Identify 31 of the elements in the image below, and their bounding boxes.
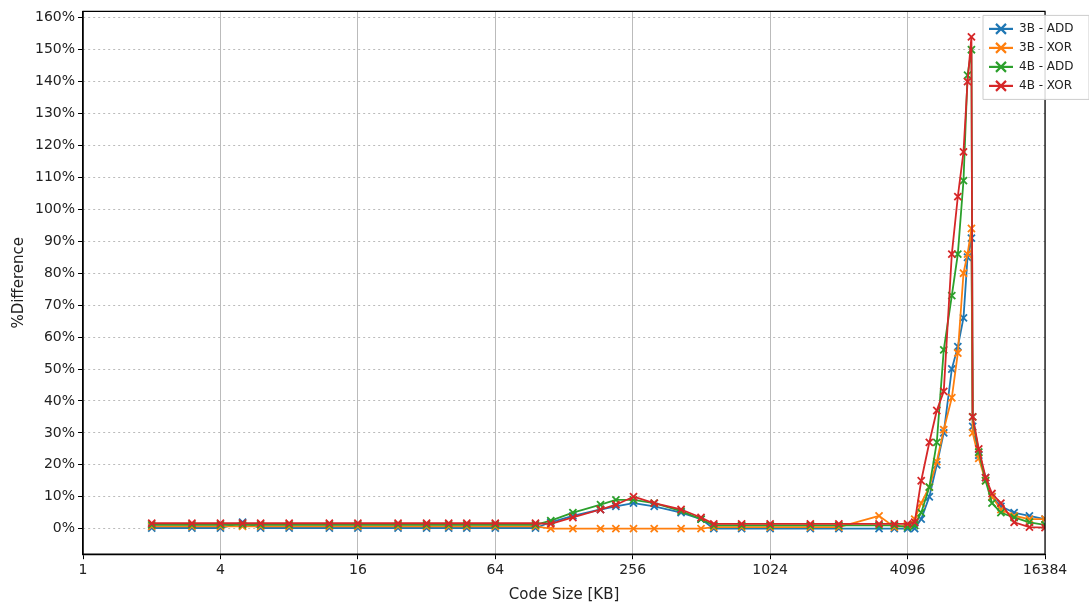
x-tick-label: 1024 (752, 561, 789, 578)
x-axis-title: Code Size [KB] (508, 584, 620, 603)
legend-label: 3B - ADD (1019, 21, 1074, 36)
y-tick-label: 30% (43, 423, 76, 440)
y-tick-label: 50% (43, 359, 76, 376)
y-tick-label: 90% (43, 231, 76, 248)
x-tick-label: 16384 (1022, 561, 1068, 578)
x-tick-label: 4096 (889, 561, 926, 578)
y-tick-label: 20% (43, 455, 76, 472)
y-tick-label: 40% (43, 391, 76, 408)
y-tick-label: 140% (34, 72, 76, 89)
x-tick-label: 256 (619, 561, 647, 578)
y-tick-label: 80% (43, 263, 76, 280)
y-tick-label: 100% (34, 200, 76, 216)
y-tick-label: 60% (43, 327, 76, 344)
y-tick-label: 70% (43, 295, 76, 312)
y-tick-label: 130% (34, 104, 76, 121)
y-tick-label: 150% (34, 40, 76, 57)
legend-label: 3B - XOR (1019, 40, 1073, 55)
x-tick-label: 4 (215, 561, 225, 578)
y-tick-label: 120% (34, 136, 76, 153)
y-tick-label: 10% (43, 487, 76, 504)
x-tick-label: 16 (348, 561, 367, 578)
y-tick-label: 160% (34, 8, 76, 25)
y-axis-title: %Difference (8, 237, 27, 329)
legend-label: 4B - ADD (1019, 59, 1074, 74)
y-tick-label: 0% (52, 519, 76, 536)
legend-label: 4B - XOR (1019, 78, 1073, 93)
x-tick-label: 64 (486, 561, 505, 578)
x-tick-label: 1 (78, 561, 88, 578)
y-tick-label: 110% (34, 168, 76, 185)
